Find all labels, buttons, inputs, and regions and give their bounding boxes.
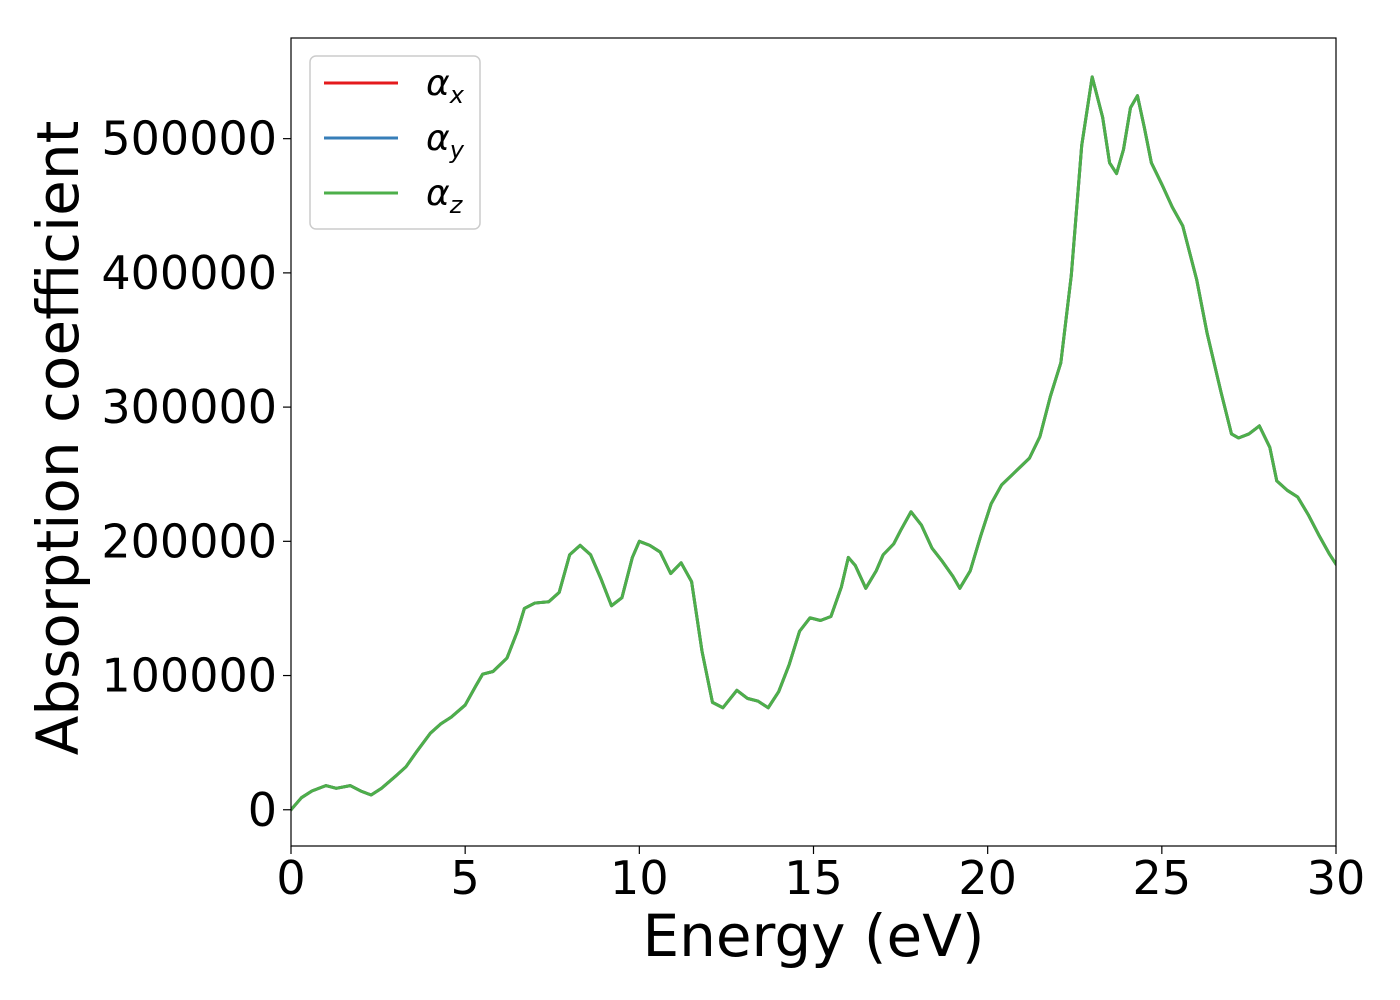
y-tick-label: 100000 (101, 649, 277, 703)
x-tick-label: 5 (451, 851, 480, 905)
legend-label-alpha-y: αy (426, 118, 465, 164)
x-tick-label: 25 (1133, 851, 1192, 905)
y-tick-label: 500000 (101, 112, 277, 166)
y-tick-label: 400000 (101, 246, 277, 300)
x-tick-label: 15 (784, 851, 843, 905)
series-line-alpha-z (291, 75, 1336, 812)
y-tick-label: 0 (248, 783, 277, 837)
series-layer (291, 75, 1336, 812)
legend-label-symbol: α (426, 173, 450, 214)
x-tick-label: 0 (276, 851, 305, 905)
legend-label-subscript: x (449, 81, 465, 109)
x-tick-label: 10 (610, 851, 669, 905)
legend-label-alpha-x: αx (426, 63, 465, 109)
legend-label-alpha-z: αz (426, 173, 464, 219)
x-axis-ticks: 0 5 10 15 20 25 30 (276, 846, 1365, 905)
legend-label-subscript: z (449, 191, 464, 219)
x-axis-title: Energy (eV) (642, 902, 984, 970)
legend-box (309, 55, 481, 230)
y-tick-label: 300000 (101, 380, 277, 434)
y-axis-ticks: 0 100000 200000 300000 400000 500000 (101, 112, 291, 837)
y-tick-label: 200000 (101, 514, 277, 568)
legend-label-subscript: y (449, 136, 465, 164)
y-axis-title: Absorption coefficient (24, 121, 92, 756)
x-tick-label: 30 (1307, 851, 1366, 905)
legend-label-symbol: α (426, 63, 450, 104)
legend-label-symbol: α (426, 118, 450, 159)
x-tick-label: 20 (958, 851, 1017, 905)
